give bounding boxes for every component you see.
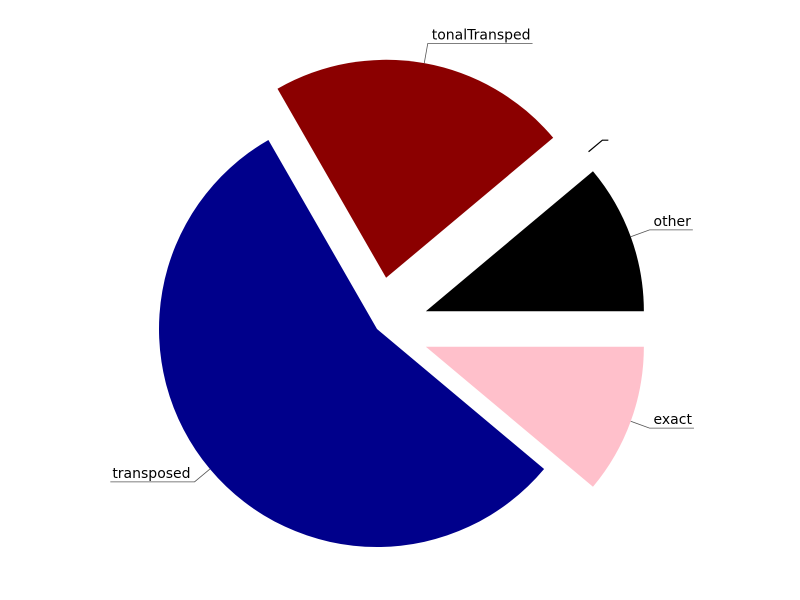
leader-line-transposed: [110, 468, 211, 483]
pie-slice-exact: [425, 346, 644, 487]
slice-label-transposed: transposed: [112, 466, 190, 482]
pie-labels: exact transposed tonalTransped other: [110, 27, 694, 483]
leader-line-unlabeled: [588, 139, 609, 153]
leader-line-exact: [630, 420, 694, 429]
slice-label-tonaltransped: tonalTransped: [432, 27, 531, 43]
leader-line-tonaltransped: [423, 43, 533, 64]
slice-label-other: other: [654, 214, 692, 230]
leader-line-other: [630, 229, 693, 238]
pie-slice-tonaltransped: [277, 59, 554, 278]
pie-slice-transposed: [158, 139, 545, 548]
slice-label-exact: exact: [654, 412, 693, 428]
pie-slice-other: [425, 171, 644, 312]
pie-slices: [158, 59, 644, 548]
